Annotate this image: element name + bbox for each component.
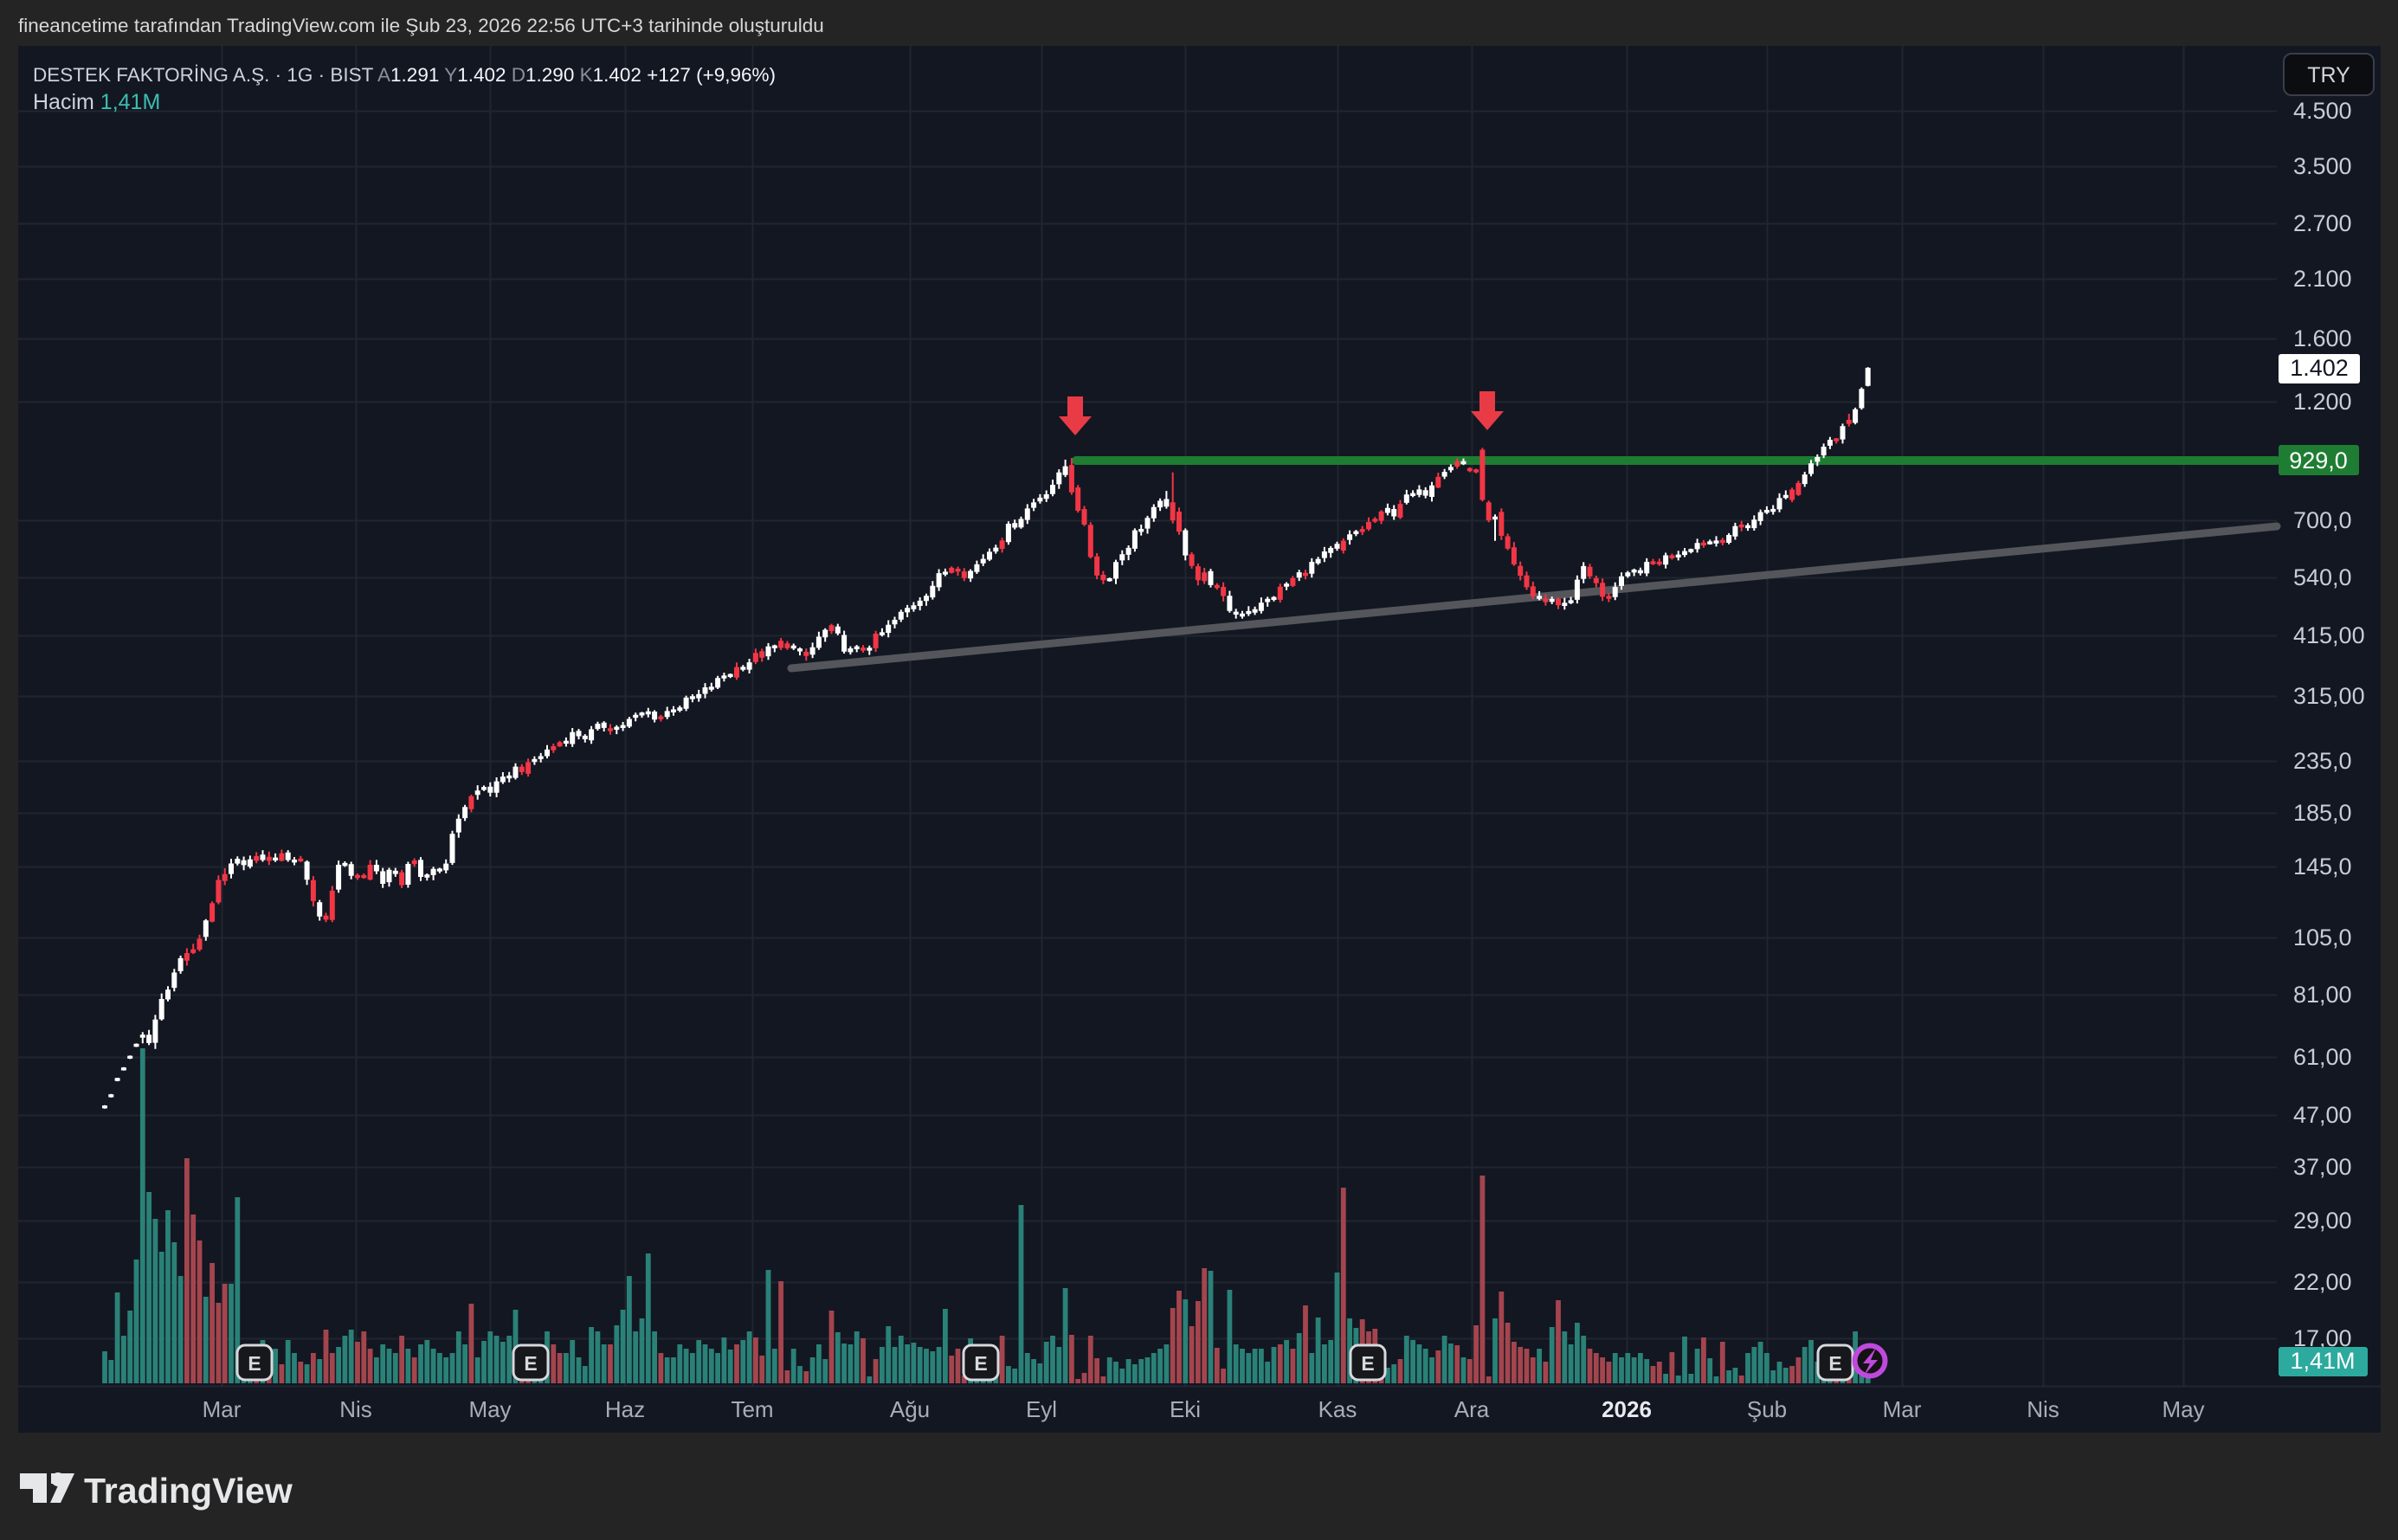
svg-text:E: E [1361,1352,1374,1375]
svg-text:Haz: Haz [605,1396,645,1422]
svg-text:Ağu: Ağu [890,1396,930,1422]
svg-text:fineancetime tarafından Tradin: fineancetime tarafından TradingView.com … [18,15,824,36]
svg-text:May: May [468,1396,511,1422]
svg-text:22,00: 22,00 [2293,1269,2352,1295]
svg-text:2.100: 2.100 [2293,266,2352,292]
svg-text:E: E [248,1352,261,1375]
svg-text:1.600: 1.600 [2293,325,2352,351]
svg-text:540,0: 540,0 [2293,564,2352,590]
svg-text:Nis: Nis [2027,1396,2060,1422]
svg-text:Hacim 1,41M: Hacim 1,41M [33,90,160,114]
svg-text:37,00: 37,00 [2293,1154,2352,1180]
svg-text:145,0: 145,0 [2293,854,2352,880]
svg-text:47,00: 47,00 [2293,1102,2352,1128]
svg-text:Tem: Tem [731,1396,773,1422]
svg-text:105,0: 105,0 [2293,925,2352,950]
svg-text:Eyl: Eyl [1026,1396,1057,1422]
svg-text:2026: 2026 [1602,1396,1652,1422]
svg-text:Mar: Mar [1883,1396,1922,1422]
svg-text:235,0: 235,0 [2293,748,2352,774]
svg-text:Şub: Şub [1747,1396,1787,1422]
svg-text:61,00: 61,00 [2293,1044,2352,1070]
svg-text:185,0: 185,0 [2293,800,2352,826]
svg-text:1,41M: 1,41M [2290,1348,2355,1374]
svg-text:TRY: TRY [2307,63,2350,87]
svg-text:May: May [2162,1396,2204,1422]
svg-text:Ara: Ara [1454,1396,1490,1422]
svg-text:700,0: 700,0 [2293,507,2352,533]
svg-text:29,00: 29,00 [2293,1208,2352,1234]
svg-text:DESTEK FAKTORİNG A.Ş. · 1G · B: DESTEK FAKTORİNG A.Ş. · 1G · BIST A1.291… [33,64,776,86]
svg-text:E: E [524,1352,537,1375]
svg-text:Mar: Mar [203,1396,242,1422]
svg-text:E: E [974,1352,987,1375]
svg-text:929,0: 929,0 [2289,448,2348,474]
svg-text:3.500: 3.500 [2293,153,2352,179]
svg-text:1.402: 1.402 [2290,355,2349,381]
svg-text:Kas: Kas [1318,1396,1357,1422]
svg-text:Eki: Eki [1170,1396,1201,1422]
svg-text:1.200: 1.200 [2293,389,2352,415]
svg-text:315,00: 315,00 [2293,683,2365,709]
svg-text:TradingView: TradingView [84,1471,293,1511]
svg-text:E: E [1828,1352,1841,1375]
svg-text:2.700: 2.700 [2293,210,2352,236]
svg-text:Nis: Nis [339,1396,372,1422]
svg-text:415,00: 415,00 [2293,622,2365,648]
svg-text:4.500: 4.500 [2293,98,2352,124]
svg-text:81,00: 81,00 [2293,982,2352,1008]
